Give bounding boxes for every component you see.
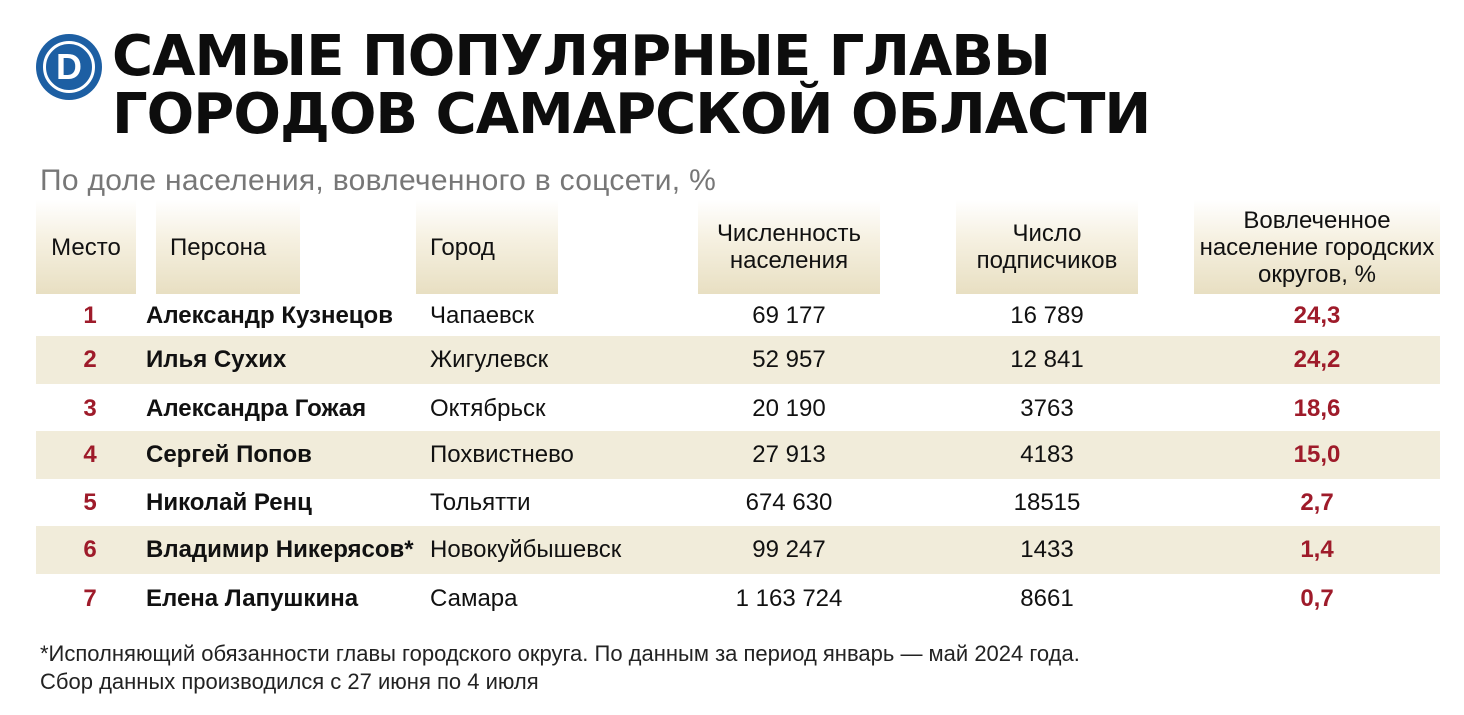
header-subscribers: Число подписчиков: [956, 200, 1138, 294]
population-cell: 20 190: [752, 395, 826, 422]
header-population-line-1: Численность: [716, 220, 862, 247]
rank-cell: 1: [83, 302, 97, 329]
share-cell: 15,0: [1293, 441, 1341, 468]
share-cell: 1,4: [1300, 536, 1334, 563]
share-cell: 24,2: [1293, 346, 1341, 373]
person-cell: Илья Сухих: [146, 346, 287, 373]
population-cell: 52 957: [752, 346, 826, 373]
header-share: Вовлеченное население городских округов,…: [1194, 200, 1440, 294]
person-cell: Николай Ренц: [146, 489, 312, 516]
logo-letter: D: [43, 41, 95, 93]
chart-title-line-2: ГОРОДОВ САМАРСКОЙ ОБЛАСТИ: [112, 82, 1151, 147]
subscribers-cell: 1433: [1020, 536, 1074, 563]
population-cell: 27 913: [752, 441, 826, 468]
subscribers-cell: 18515: [1013, 489, 1081, 516]
logo: D: [36, 34, 102, 100]
person-cell: Александра Гожая: [146, 395, 367, 422]
header-person: Персона: [156, 200, 300, 294]
header-city: Город: [416, 200, 558, 294]
city-cell: Новокуйбышевск: [430, 536, 622, 563]
header-person-label: Персона: [170, 233, 267, 261]
header-city-label: Город: [430, 233, 495, 261]
share-cell: 18,6: [1293, 395, 1341, 422]
table-row: 7 Елена Лапушкина Самара 1 163 724 8661 …: [36, 575, 1440, 623]
table-row: 1 Александр Кузнецов Чапаевск 69 177 16 …: [36, 292, 1440, 340]
header-rank-label: Место: [51, 233, 121, 261]
share-cell: 0,7: [1300, 585, 1334, 612]
city-cell: Самара: [430, 585, 518, 612]
header-population-line-2: населения: [729, 247, 849, 274]
rank-cell: 5: [83, 489, 97, 516]
rank-cell: 4: [83, 441, 97, 468]
table-row: 2 Илья Сухих Жигулевск 52 957 12 841 24,…: [36, 336, 1440, 384]
city-cell: Октябрьск: [430, 395, 546, 422]
population-cell: 1 163 724: [735, 585, 843, 612]
header-subscribers-line-2: подписчиков: [976, 247, 1118, 274]
population-cell: 674 630: [745, 489, 833, 516]
chart-title: САМЫЕ ПОПУЛЯРНЫЕ ГЛАВЫ ГОРОДОВ САМАРСКОЙ…: [112, 24, 1151, 147]
footnote-line-1: *Исполняющий обязанности главы городског…: [40, 641, 1080, 666]
header-rank: Место: [36, 200, 136, 294]
population-cell: 69 177: [752, 302, 826, 329]
subscribers-cell: 16 789: [1010, 302, 1084, 329]
population-cell: 99 247: [752, 536, 826, 563]
header-population: Численность населения: [698, 200, 880, 294]
table-row: 4 Сергей Попов Похвистнево 27 913 4183 1…: [36, 431, 1440, 479]
city-cell: Тольятти: [430, 489, 531, 516]
rank-cell: 3: [83, 395, 97, 422]
city-cell: Чапаевск: [430, 302, 535, 329]
person-cell: Владимир Никерясов*: [146, 536, 414, 563]
header-share-line-1: Вовлеченное: [1243, 206, 1391, 234]
subscribers-cell: 4183: [1020, 441, 1074, 468]
person-cell: Елена Лапушкина: [146, 585, 359, 612]
table-row: 6 Владимир Никерясов* Новокуйбышевск 99 …: [36, 526, 1440, 574]
footnote-line-2: Сбор данных производился с 27 июня по 4 …: [40, 669, 539, 694]
share-cell: 2,7: [1300, 489, 1334, 516]
header-share-line-2: население городских: [1199, 233, 1435, 261]
header-share-line-3: округов, %: [1258, 260, 1376, 288]
rank-cell: 2: [83, 346, 97, 373]
subscribers-cell: 12 841: [1010, 346, 1084, 373]
person-cell: Александр Кузнецов: [146, 302, 393, 329]
subscribers-cell: 3763: [1020, 395, 1074, 422]
footnote: *Исполняющий обязанности главы городског…: [40, 640, 1080, 696]
header-subscribers-line-1: Число: [1012, 220, 1082, 247]
city-cell: Похвистнево: [430, 441, 574, 468]
chart-title-line-1: САМЫЕ ПОПУЛЯРНЫЕ ГЛАВЫ: [112, 24, 1051, 89]
person-cell: Сергей Попов: [146, 441, 312, 468]
share-cell: 24,3: [1293, 302, 1341, 329]
table-row: 5 Николай Ренц Тольятти 674 630 18515 2,…: [36, 479, 1440, 527]
table-row: 3 Александра Гожая Октябрьск 20 190 3763…: [36, 385, 1440, 433]
city-cell: Жигулевск: [430, 346, 549, 373]
chart-subtitle: По доле населения, вовлеченного в соцсет…: [40, 164, 717, 197]
subscribers-cell: 8661: [1020, 585, 1074, 612]
rank-cell: 6: [83, 536, 97, 563]
rank-cell: 7: [83, 585, 97, 612]
